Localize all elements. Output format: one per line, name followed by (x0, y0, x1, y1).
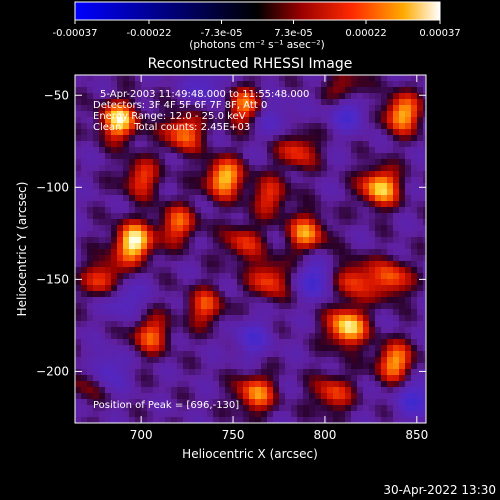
colorbar-unit-label: (photons cm⁻² s⁻¹ asec⁻²) (189, 39, 324, 51)
y-tick-label: −200 (36, 364, 69, 378)
annotation-energy-range: Energy Range: 12.0 - 25.0 keV (93, 111, 246, 122)
plot-frame (74, 74, 427, 424)
y-tick-label: −50 (44, 88, 69, 102)
colorbar-tick-label: 0.00037 (419, 28, 460, 39)
colorbar-tick-label: -0.00022 (127, 28, 172, 39)
colorbar-tick-label: 0.00022 (345, 28, 386, 39)
colorbar: -0.00037 -0.00022 -7.3e-05 7.3e-05 0.00022 0.… (53, 1, 461, 51)
colorbar-tick-label: -7.3e-05 (200, 28, 242, 39)
annotation-block: 5-Apr-2003 11:49:48.000 to 11:55:48.000 … (93, 89, 309, 133)
colorbar-tick-label: -0.00037 (53, 28, 98, 39)
annotation-time-range: 5-Apr-2003 11:49:48.000 to 11:55:48.000 (100, 89, 309, 100)
y-tick-label: −100 (36, 180, 69, 194)
colorbar-tick-label: 7.3e-05 (274, 28, 312, 39)
y-tick-label: −150 (36, 272, 69, 286)
x-tick-label: 850 (405, 428, 428, 442)
x-tick-label: 700 (130, 428, 153, 442)
colorbar-strip (74, 1, 441, 21)
colorbar-ticks: -0.00037 -0.00022 -7.3e-05 7.3e-05 0.00022 0.… (53, 20, 461, 39)
peak-position-label: Position of Peak = [696,-130] (93, 400, 239, 411)
annotation-clean-counts: Clean Total counts: 2.45E+03 (93, 122, 250, 133)
generation-timestamp: 30-Apr-2022 13:30 (383, 483, 496, 497)
x-tick-label: 800 (313, 428, 336, 442)
y-axis-label: Heliocentric Y (arcsec) (15, 182, 29, 317)
x-tick-label: 750 (222, 428, 245, 442)
y-axis-ticks: −50 −100 −150 −200 (36, 88, 426, 378)
heatmap-image (75, 75, 426, 423)
annotation-detectors: Detectors: 3F 4F 5F 6F 7F 8F, Att 0 (93, 100, 267, 111)
chart-title: Reconstructed RHESSI Image (148, 56, 353, 72)
x-axis-label: Heliocentric X (arcsec) (182, 447, 318, 461)
x-axis-ticks: 700 750 800 850 (130, 75, 428, 442)
